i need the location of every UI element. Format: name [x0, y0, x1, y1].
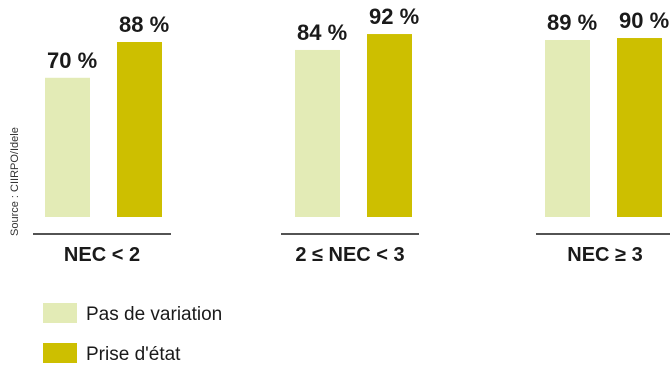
bar-prise-d-etat-1 — [367, 34, 412, 217]
category-label-0: NEC < 2 — [64, 244, 140, 266]
bar-prise-d-etat-0 — [117, 42, 162, 217]
legend-label-1: Prise d'état — [86, 344, 181, 365]
legend: Pas de variation Prise d'état — [43, 303, 222, 365]
bars-group — [45, 34, 662, 217]
value-labels-group: 70 % 88 % 84 % 92 % 89 % 90 % — [47, 4, 669, 73]
legend-swatch-1 — [43, 343, 77, 363]
category-label-1: 2 ≤ NEC < 3 — [295, 244, 404, 266]
value-label-0-2: 89 % — [547, 10, 597, 35]
value-label-0-0: 70 % — [47, 48, 97, 73]
value-label-1-1: 92 % — [369, 4, 419, 29]
value-label-0-1: 84 % — [297, 20, 347, 45]
bar-pas-de-variation-1 — [295, 49, 340, 217]
value-label-1-2: 90 % — [619, 8, 669, 33]
category-labels-group: NEC < 2 2 ≤ NEC < 3 NEC ≥ 3 — [64, 244, 643, 266]
bar-pas-de-variation-0 — [45, 77, 90, 217]
category-label-2: NEC ≥ 3 — [567, 244, 642, 266]
value-label-1-0: 88 % — [119, 12, 169, 37]
bar-prise-d-etat-2 — [617, 38, 662, 217]
legend-label-0: Pas de variation — [86, 304, 222, 325]
legend-swatch-0 — [43, 303, 77, 323]
source-note: Source : CIIRPO/Idele — [9, 127, 21, 236]
bar-pas-de-variation-2 — [545, 40, 590, 217]
